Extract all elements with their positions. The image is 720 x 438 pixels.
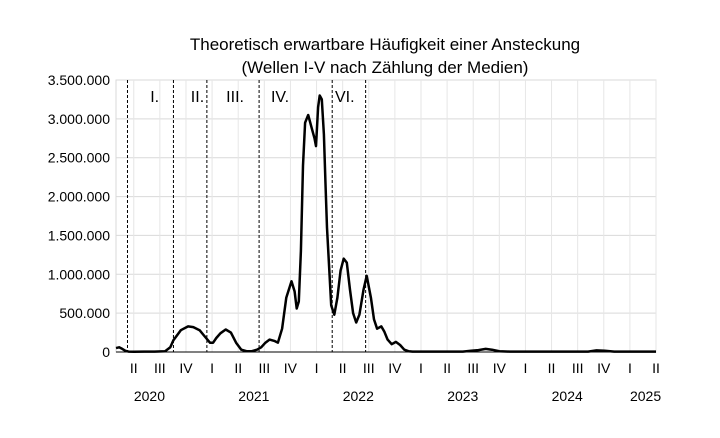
y-axis: 0 500.000 1.000.000 1.500.000 2.000.000 2.500… [48,72,111,360]
x-tick-label: I [419,360,423,376]
year-label: 2020 [134,388,165,404]
x-tick-label: II [130,360,138,376]
year-label: 2025 [630,388,661,404]
y-tick-label: 0 [102,344,110,360]
y-tick-label: 500.000 [59,305,110,321]
x-tick-label: IV [597,360,611,376]
wave-labels: I. II. III. IV. VI. [150,89,354,106]
x-tick-label: II [443,360,451,376]
year-label: 2024 [552,388,583,404]
x-tick-label: I [628,360,632,376]
y-tick-label: 1.500.000 [48,227,110,243]
chart-subtitle: (Wellen I-V nach Zählung der Medien) [242,58,529,77]
x-tick-label: IV [388,360,402,376]
x-tick-label: II [339,360,347,376]
x-tick-label: IV [179,360,193,376]
x-tick-label: I [315,360,319,376]
y-tick-label: 1.000.000 [48,266,110,282]
wave-label: III. [226,89,244,106]
wave-label: I. [150,89,159,106]
x-tick-label: IV [284,360,298,376]
x-tick-label: IV [493,360,507,376]
y-tick-label: 3.500.000 [48,72,110,88]
wave-boundaries [126,80,367,352]
x-tick-label: I [210,360,214,376]
x-tick-label: III [467,360,479,376]
y-tick-label: 2.500.000 [48,150,110,166]
wave-label: II. [191,89,204,106]
x-tick-label: III [572,360,584,376]
x-tick-label: III [363,360,375,376]
x-tick-label: II [652,360,660,376]
x-tick-label: I [523,360,527,376]
x-tick-label: III [258,360,270,376]
x-tick-label: II [234,360,242,376]
wave-label: VI. [335,89,355,106]
y-tick-label: 3.000.000 [48,111,110,127]
plot-area [115,79,657,353]
year-label: 2023 [447,388,478,404]
x-axis: II III IV I II III IV I II III IV I II III IV I II III IV I… [116,351,661,404]
grid [115,79,657,353]
x-tick-label: II [548,360,556,376]
wave-label: IV. [271,89,289,106]
y-tick-label: 2.000.000 [48,189,110,205]
year-label: 2022 [343,388,374,404]
x-tick-label: III [154,360,166,376]
chart-title: Theoretisch erwartbare Häufigkeit einer … [190,35,580,54]
year-label: 2021 [238,388,269,404]
